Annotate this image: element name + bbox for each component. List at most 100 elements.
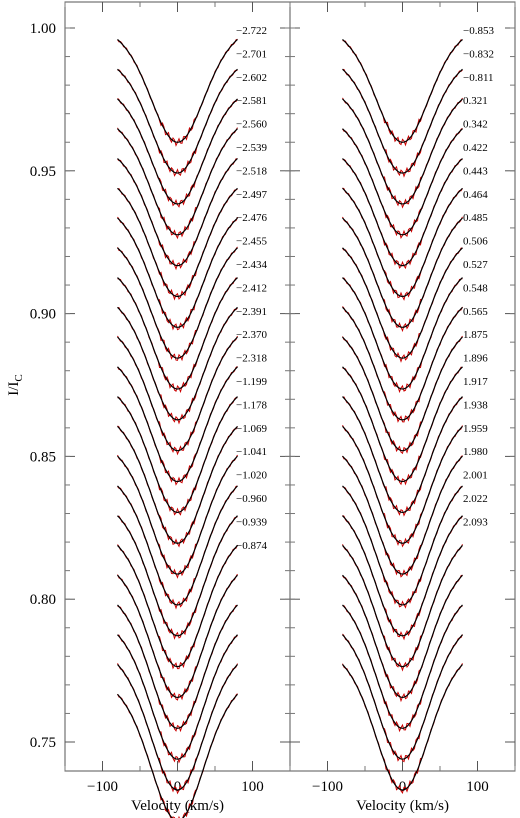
phase-label: 0.321	[463, 95, 488, 107]
phase-label: 0.422	[463, 142, 488, 154]
observed-profile	[117, 425, 238, 548]
model-profile	[342, 306, 463, 421]
model-profile	[117, 574, 238, 699]
model-profile	[342, 336, 463, 452]
phase-label: 1.938	[463, 399, 488, 411]
phase-label: 0.527	[463, 259, 488, 271]
y-tick-label: 0.90	[30, 307, 56, 323]
phase-label: 1.875	[463, 329, 488, 341]
model-profile	[342, 128, 463, 236]
observed-profile	[342, 515, 463, 641]
model-profile	[342, 574, 463, 699]
phase-label: 0.548	[463, 282, 488, 294]
phase-label: −2.318	[236, 353, 267, 365]
phase-label: −2.701	[236, 48, 267, 60]
y-axis-title: I/IC	[6, 374, 25, 396]
line-profiles	[117, 38, 463, 818]
phase-label: −2.497	[236, 189, 267, 201]
phase-label: −2.581	[236, 95, 267, 107]
phase-label: 0.443	[463, 165, 488, 177]
phase-label: −2.434	[236, 259, 267, 271]
model-profile	[117, 68, 238, 174]
phase-label: −1.041	[236, 446, 267, 458]
observed-profile	[117, 573, 238, 701]
model-profile	[117, 634, 238, 760]
model-profile	[117, 515, 238, 637]
model-profile	[342, 396, 463, 513]
phase-label: 0.342	[463, 119, 488, 131]
phase-label: −2.602	[236, 72, 267, 84]
phase-label: −2.370	[236, 329, 267, 341]
y-tick-label: 0.80	[30, 592, 56, 608]
x-tick-label: −100	[312, 779, 343, 795]
phase-label: −0.939	[236, 516, 267, 528]
observed-profile	[342, 455, 463, 578]
observed-profile	[117, 365, 238, 486]
y-axis-title-subscript: C	[13, 374, 25, 381]
x-tick-label: 0	[399, 779, 407, 795]
model-profile	[117, 366, 238, 483]
observed-profile	[117, 454, 238, 579]
observed-profile	[117, 397, 238, 516]
phase-label: 0.464	[463, 189, 488, 201]
phase-label: −1.178	[236, 399, 267, 411]
phase-label: 1.917	[463, 376, 488, 388]
phase-label: 0.506	[463, 236, 488, 248]
x-axis-title: Velocity (km/s)	[131, 798, 224, 814]
model-profile	[342, 455, 463, 575]
phase-label: −2.560	[236, 119, 267, 131]
model-profile	[342, 217, 463, 328]
model-profile	[117, 158, 238, 267]
model-profile	[342, 158, 463, 267]
phase-label: 2.022	[463, 493, 488, 505]
x-tick-label: 0	[174, 779, 182, 795]
model-profile	[117, 98, 238, 205]
model-profile	[342, 425, 463, 544]
phase-label: −0.960	[236, 493, 267, 505]
observed-profile	[342, 544, 463, 672]
phase-label: −0.853	[463, 25, 494, 37]
x-tick-label: 100	[241, 779, 264, 795]
observed-profile	[342, 574, 463, 703]
phase-label: 0.485	[463, 212, 488, 224]
phase-label: 2.093	[463, 516, 488, 528]
observed-profile	[342, 605, 463, 733]
phase-label: −2.455	[236, 236, 267, 248]
model-profile	[117, 396, 238, 513]
model-profile	[342, 187, 463, 298]
y-axis-title-main: I/I	[6, 382, 22, 396]
x-tick-label: 100	[466, 779, 489, 795]
model-profile	[342, 98, 463, 205]
y-tick-label: 1.00	[30, 21, 56, 37]
y-axis: 0.75 0.80 0.85 0.90 0.95 1.00 I/IC	[6, 21, 515, 751]
model-profile	[342, 604, 463, 729]
model-profile	[117, 545, 238, 668]
model-profile	[117, 128, 238, 236]
x-axes: −100 0 100 Velocity (km/s) −100 0 100 Velocity …	[64, 2, 516, 814]
observed-profile	[342, 425, 463, 548]
model-profile	[117, 693, 238, 818]
model-profile	[342, 634, 463, 760]
model-profile	[342, 515, 463, 637]
phase-label: −0.832	[463, 48, 494, 60]
phase-labels: −2.722 −2.701 −2.602 −2.581 −2.560 −2.539 −2.5…	[236, 25, 494, 552]
model-profile	[342, 366, 463, 483]
model-profile	[117, 277, 238, 390]
phase-label: −2.391	[236, 306, 267, 318]
phase-label: 1.959	[463, 423, 488, 435]
model-profile	[117, 39, 238, 143]
x-tick-label: −100	[87, 779, 118, 795]
model-profile	[117, 604, 238, 729]
phase-label: −2.722	[236, 25, 267, 37]
model-profile	[342, 545, 463, 668]
model-profile	[342, 68, 463, 174]
phase-label: −1.199	[236, 376, 267, 388]
model-profile	[117, 455, 238, 575]
y-tick-label: 0.85	[30, 449, 56, 465]
model-profile	[342, 247, 463, 359]
observed-profile	[117, 485, 238, 610]
observed-profile	[342, 366, 463, 486]
phase-label: −2.412	[236, 282, 267, 294]
y-tick-label: 0.75	[30, 735, 56, 751]
